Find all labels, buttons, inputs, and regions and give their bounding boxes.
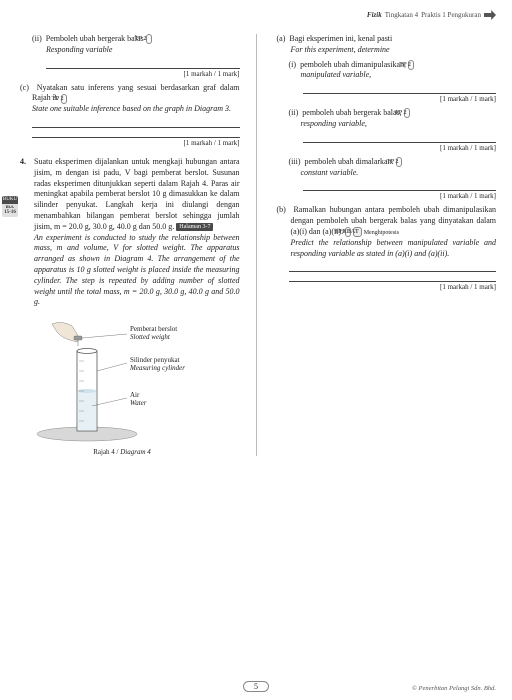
diagram-4: Pemberat berslot Slotted weight Silinder… [32,316,212,446]
marks: [1 markah / 1 mark] [20,70,240,78]
column-divider [256,34,257,456]
label-cylinder: Silinder penyukat Measuring cylinder [130,356,185,372]
diagram-caption: Rajah 4 / Diagram 4 [32,448,212,456]
answer-line[interactable] [289,273,497,282]
q-b: (b) Ramalkan hubungan antara pemboleh ub… [277,205,497,259]
q-ai-num: (i) [289,60,297,69]
q-aiii-en: constant variable. [301,168,359,177]
answer-line[interactable] [303,85,497,94]
q-ii-ms: Pemboleh ubah bergerak balas [46,34,144,43]
q-b-num: (b) [277,205,286,214]
label-weight: Pemberat berslot Slotted weight [130,325,177,341]
q-a-ms: Bagi eksperimen ini, kenal pasti [289,34,392,43]
q4-en: An experiment is conducted to study the … [34,233,240,307]
marks: [1 markah / 1 mark] [20,139,240,147]
chapter: Praktis 1 Pengukuran [421,11,481,19]
grade: Tingkatan 4 [385,11,418,19]
q-a-num: (a) [277,34,286,43]
kbat-badge: KBAT [353,227,362,237]
answer-line[interactable] [289,263,497,272]
q-aii-en: responding variable, [301,119,367,128]
q-a-en: For this experiment, determine [291,45,390,54]
page-number: 5 [243,681,269,692]
tp-badge: TP 2 [408,60,414,70]
answer-line[interactable] [303,182,497,191]
answer-line[interactable] [32,129,240,138]
marks: [1 markah / 1 mark] [277,192,497,200]
q-a: (a) Bagi eksperimen ini, kenal pasti For… [277,34,497,56]
q-c-en: State one suitable inference based on th… [32,104,231,113]
q-aiii-num: (iii) [289,157,301,166]
skill-label: Menghipotesis [364,230,399,236]
header-arrow-icon [484,10,496,20]
tp-badge: TP 2 [61,94,67,104]
q-ii-en: Responding variable [46,45,112,54]
marks: [1 markah / 1 mark] [277,95,497,103]
q-aii-ms: pemboleh ubah bergerak balas, [302,108,401,117]
q-c: (c) Nyatakan satu inferens yang sesuai b… [20,83,240,115]
answer-line[interactable] [303,134,497,143]
q-aiii-ms: pemboleh ubah dimalarkan. [305,157,394,166]
question-4: 4. Suatu eksperimen dijalankan untuk men… [20,157,240,308]
q-ai: (i) pemboleh ubah dimanipulasikan, TP 2 … [277,60,497,82]
q-ii: (ii) Pemboleh ubah bergerak balas TP 2 R… [20,34,240,56]
q4-ms: Suatu eksperimen dijalankan untuk mengka… [34,157,240,231]
q-b-en: Predict the relationship between manipul… [291,238,497,258]
copyright: © Penerbitan Pelangi Sdn. Bhd. [412,685,496,692]
q-aii-num: (ii) [289,108,299,117]
q-ai-en: manipulated variable, [301,70,372,79]
tp-badge: TP 2 [404,108,410,118]
subject: Fizik [367,11,382,19]
q-aiii: (iii) pemboleh ubah dimalarkan. TP 2 con… [277,157,497,179]
marks: [1 markah / 1 mark] [277,144,497,152]
label-water: Air Water [130,391,146,407]
page-ref-badge: Halaman 3-7 [176,223,213,231]
left-column: BUKU m.s.15-16 (ii) Pemboleh ubah berger… [20,34,246,456]
tp-badge: TP 2 [396,157,402,167]
marks: [1 markah / 1 mark] [277,283,497,291]
answer-line[interactable] [46,60,240,69]
side-badge: BUKU m.s.15-16 [2,196,18,217]
tp-badge: TP 2 [146,34,152,44]
content-columns: BUKU m.s.15-16 (ii) Pemboleh ubah berger… [20,34,496,456]
right-column: (a) Bagi eksperimen ini, kenal pasti For… [267,34,497,456]
q-ai-ms: pemboleh ubah dimanipulasikan, [300,60,406,69]
diagram-svg [32,316,212,446]
q-aii: (ii) pemboleh ubah bergerak balas, TP 2 … [277,108,497,130]
q4-number: 4. [20,157,30,308]
q-ii-num: (ii) [32,34,42,43]
q-c-num: (c) [20,83,29,92]
page-header: Fizik Tingkatan 4 Praktis 1 Pengukuran [367,10,496,20]
answer-line[interactable] [32,119,240,128]
